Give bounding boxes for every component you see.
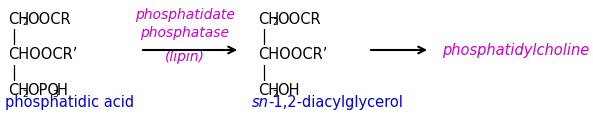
Text: OPO: OPO xyxy=(27,83,59,98)
Text: |: | xyxy=(11,64,16,80)
Text: H: H xyxy=(57,83,68,98)
Text: sn: sn xyxy=(252,94,269,109)
Text: phosphatase: phosphatase xyxy=(141,26,229,40)
Text: CHOOCR’: CHOOCR’ xyxy=(258,47,327,62)
Text: CH: CH xyxy=(258,11,279,26)
Text: |: | xyxy=(261,64,266,80)
Text: 2: 2 xyxy=(272,89,278,98)
Text: OOCR: OOCR xyxy=(27,11,71,26)
Text: 2: 2 xyxy=(22,89,28,98)
Text: -1,2-diacylglycerol: -1,2-diacylglycerol xyxy=(268,94,403,109)
Text: CHOOCR’: CHOOCR’ xyxy=(8,47,77,62)
Text: CH: CH xyxy=(258,83,279,98)
Text: |: | xyxy=(11,29,16,45)
Text: phosphatidic acid: phosphatidic acid xyxy=(5,94,134,109)
Text: |: | xyxy=(261,29,266,45)
Text: 3: 3 xyxy=(52,89,58,98)
Text: OH: OH xyxy=(277,83,299,98)
Text: (lipin): (lipin) xyxy=(165,50,205,63)
Text: OOCR: OOCR xyxy=(277,11,321,26)
Text: phosphatidylcholine: phosphatidylcholine xyxy=(442,43,589,58)
Text: phosphatidate: phosphatidate xyxy=(135,8,235,22)
Text: 2: 2 xyxy=(22,18,28,27)
Text: 2: 2 xyxy=(272,18,278,27)
Text: CH: CH xyxy=(8,83,29,98)
Text: CH: CH xyxy=(8,11,29,26)
